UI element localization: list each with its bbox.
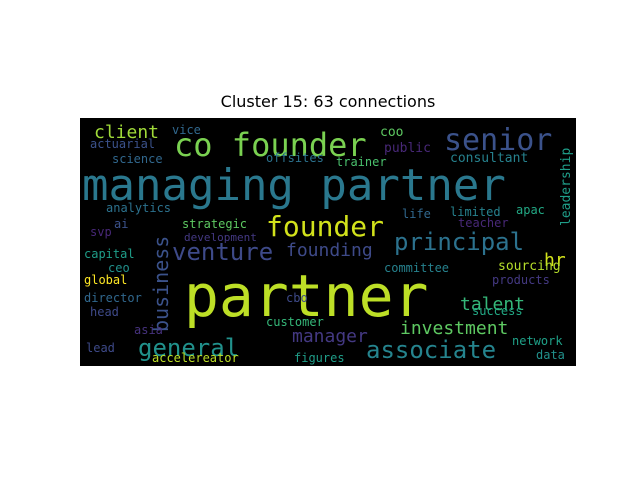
cloud-word-partner: partner: [184, 262, 428, 330]
cloud-word-client: client: [94, 122, 159, 143]
cloud-word-offsites: offsites: [266, 151, 324, 165]
cloud-word-managing-partner: managing partner: [82, 160, 506, 211]
cloud-word-actuarial: actuarial: [90, 137, 155, 151]
figure-title: Cluster 15: 63 connections: [220, 92, 436, 111]
cloud-word-limited: limited: [450, 205, 501, 219]
cloud-word-business: business: [149, 236, 173, 332]
cloud-word-founding: founding: [286, 240, 373, 261]
cloud-word-co-founder: co founder: [174, 126, 367, 164]
cloud-word-global: global: [84, 273, 127, 287]
cloud-word-data: data: [536, 348, 565, 362]
cloud-word-accelereator: accelereator: [152, 351, 239, 365]
cloud-word-analytics: analytics: [106, 201, 171, 215]
cloud-word-talent: talent: [460, 294, 525, 315]
cloud-word-principal: principal: [394, 228, 524, 256]
cloud-word-development: development: [184, 231, 257, 244]
cloud-word-customer: customer: [266, 315, 324, 329]
cloud-word-life: life: [402, 207, 431, 221]
cloud-word-ceo: ceo: [108, 261, 130, 275]
cloud-word-founder: founder: [266, 210, 384, 243]
cloud-word-trainer: trainer: [336, 155, 387, 169]
cloud-word-public: public: [384, 141, 431, 156]
cloud-word-hr: hr: [544, 250, 566, 271]
cloud-word-senior: senior: [444, 123, 552, 158]
cloud-word-network: network: [512, 334, 563, 348]
cloud-word-science: science: [112, 152, 163, 166]
cloud-word-teacher: teacher: [458, 216, 509, 230]
cloud-word-sourcing: sourcing: [498, 259, 561, 274]
cloud-word-director: director: [84, 291, 142, 305]
cloud-word-leadership: leadership: [559, 148, 574, 226]
cloud-word-head: head: [90, 305, 119, 319]
cloud-background: [80, 118, 576, 366]
cloud-word-products: products: [492, 273, 550, 287]
cloud-word-strategic: strategic: [182, 217, 247, 231]
cloud-word-svp: svp: [90, 225, 112, 239]
cloud-word-lead: lead: [86, 341, 115, 355]
cloud-word-manager: manager: [292, 326, 368, 347]
cloud-word-apac: apac: [516, 203, 545, 217]
cloud-word-consultant: consultant: [450, 151, 528, 166]
cloud-word-capital: capital: [84, 247, 135, 261]
cloud-word-vice: vice: [172, 123, 201, 137]
cloud-word-general: general: [138, 334, 239, 362]
cloud-word-investment: investment: [400, 318, 508, 339]
cloud-word-committee: committee: [384, 261, 449, 275]
cloud-word-figures: figures: [294, 351, 345, 365]
word-cloud: partner managing partner co founder senior f…: [80, 118, 576, 366]
cloud-word-associate: associate: [366, 336, 496, 364]
cloud-word-asia: asia: [134, 323, 163, 337]
cloud-word-venture: venture: [172, 238, 273, 266]
cloud-word-ai: ai: [114, 217, 128, 231]
cloud-word-success: success: [472, 304, 523, 318]
cloud-word-coo: coo: [380, 125, 403, 140]
cloud-word-cbo: cbo: [286, 291, 308, 305]
